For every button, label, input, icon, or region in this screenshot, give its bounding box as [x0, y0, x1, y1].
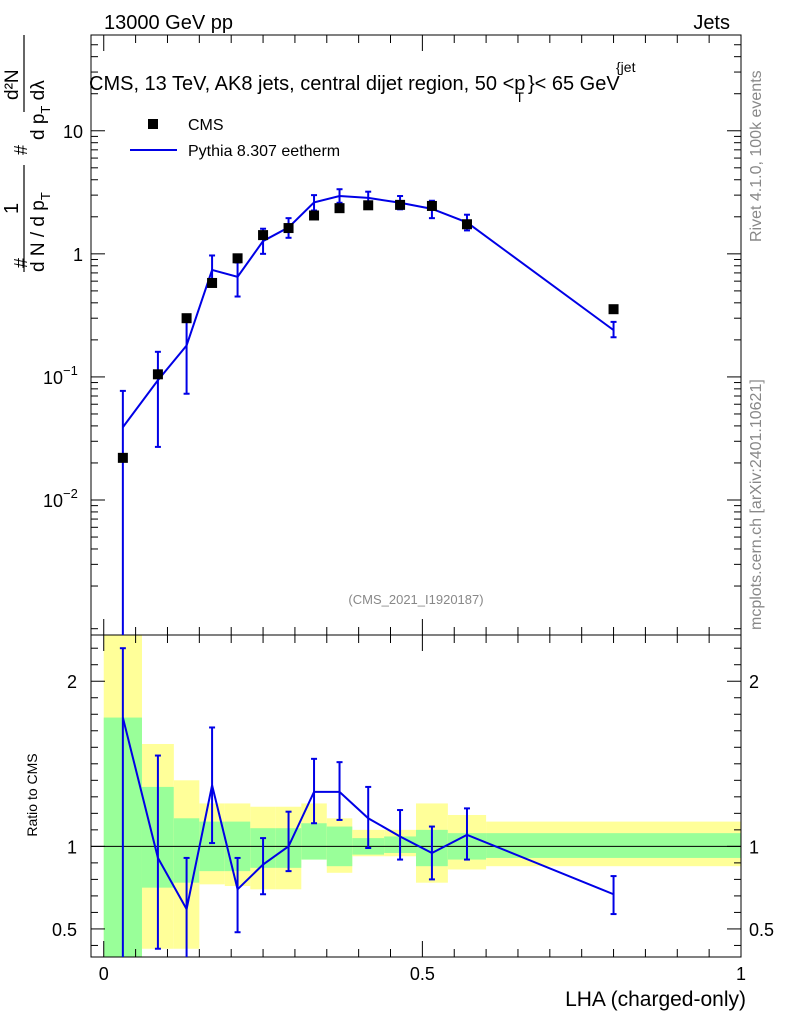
ylabel-hash-1: #: [11, 258, 31, 268]
data-point-1: [152, 369, 163, 380]
ratio-plot-frame: [90, 634, 742, 958]
xtick-label-2: 1: [736, 964, 746, 984]
ratio-ytick-label-right-0: 2: [749, 672, 759, 692]
ratio-y-axis-label: Ratio to CMS: [24, 753, 40, 836]
plot-title-sub: T: [515, 89, 524, 105]
ratio-ytick-label-right-1: 1: [749, 837, 759, 857]
xtick-label-1: 0.5: [410, 964, 435, 984]
rivet-label: Rivet 4.1.0, 100k events: [748, 70, 765, 242]
data-point-4: [232, 253, 243, 264]
ylabel-den-1-sub: T: [38, 192, 53, 200]
main-ytick-label-0: 10: [63, 122, 83, 142]
mcplots-label: mcplots.cern.ch [arXiv:2401.10621]: [748, 379, 765, 630]
data-point-8: [334, 203, 345, 214]
data-point-3: [207, 277, 218, 288]
data-point-5: [258, 230, 269, 241]
plot-title: CMS, 13 TeV, AK8 jets, central dijet reg…: [89, 73, 620, 105]
ratio-mc-line: [121, 717, 614, 912]
band-inner-7: [301, 823, 327, 860]
legend-data-label: CMS: [188, 117, 224, 134]
legend-mc-label: Pythia 8.307 eetherm: [188, 143, 340, 160]
main-ytick-label-3: 10: [43, 491, 63, 511]
main-ytick-label-1: 1: [73, 245, 83, 265]
ylabel-den-2-end: dλ: [28, 80, 49, 106]
ylabel-hash-2: #: [11, 145, 31, 155]
ylabel-den-2-sub: T: [38, 106, 53, 114]
x-axis-label: LHA (charged-only): [565, 988, 746, 1011]
data-point-0: [117, 452, 128, 463]
data-series-main: [117, 199, 619, 463]
header-left: 13000 GeV pp: [104, 12, 233, 34]
ylabel-num-2: d²N: [2, 69, 23, 100]
plot-title-sup: {jet: [616, 59, 636, 75]
data-point-9: [363, 200, 374, 211]
band-inner-13: [486, 833, 741, 858]
main-y-axis-label: # 1 d N / d pT # d²N d pT dλ: [1, 35, 53, 272]
header-right: Jets: [693, 12, 730, 34]
data-point-12: [461, 219, 472, 230]
data-point-7: [309, 210, 320, 221]
ratio-ytick-label-left-1: 1: [67, 837, 77, 857]
ylabel-den-2-main: d p: [28, 114, 49, 140]
main-ytick-label-2: 10: [43, 368, 63, 388]
data-point-6: [283, 223, 294, 234]
plot-title-end: }< 65 GeV: [528, 73, 620, 95]
ratio-ytick-label-left-0: 2: [67, 672, 77, 692]
ratio-ytick-label-left-2: 0.5: [52, 920, 77, 940]
main-ytick-label-sup-2: −1: [63, 363, 78, 378]
plot-title-main: CMS, 13 TeV, AK8 jets, central dijet reg…: [89, 73, 525, 95]
axis-ticks: [91, 34, 742, 957]
ylabel-num-1: 1: [1, 203, 23, 214]
main-ytick-label-sup-3: −2: [63, 486, 78, 501]
data-point-10: [395, 199, 406, 210]
mc-line: [122, 195, 615, 428]
ylabel-den-1: d N / d pT: [28, 192, 53, 272]
ylabel-den-1-main: d N / d p: [28, 200, 49, 272]
data-point-13: [608, 304, 619, 315]
ratio-ytick-label-right-2: 0.5: [749, 920, 774, 940]
ratio-series: [119, 647, 617, 957]
analysis-id: (CMS_2021_I1920187): [348, 592, 483, 607]
legend: CMS Pythia 8.307 eetherm: [130, 117, 340, 160]
data-point-11: [426, 200, 437, 211]
legend-data-marker: [148, 119, 158, 129]
xtick-label-0: 0: [99, 964, 109, 984]
data-point-2: [181, 313, 192, 324]
ylabel-den-2: d pT dλ: [28, 80, 53, 140]
